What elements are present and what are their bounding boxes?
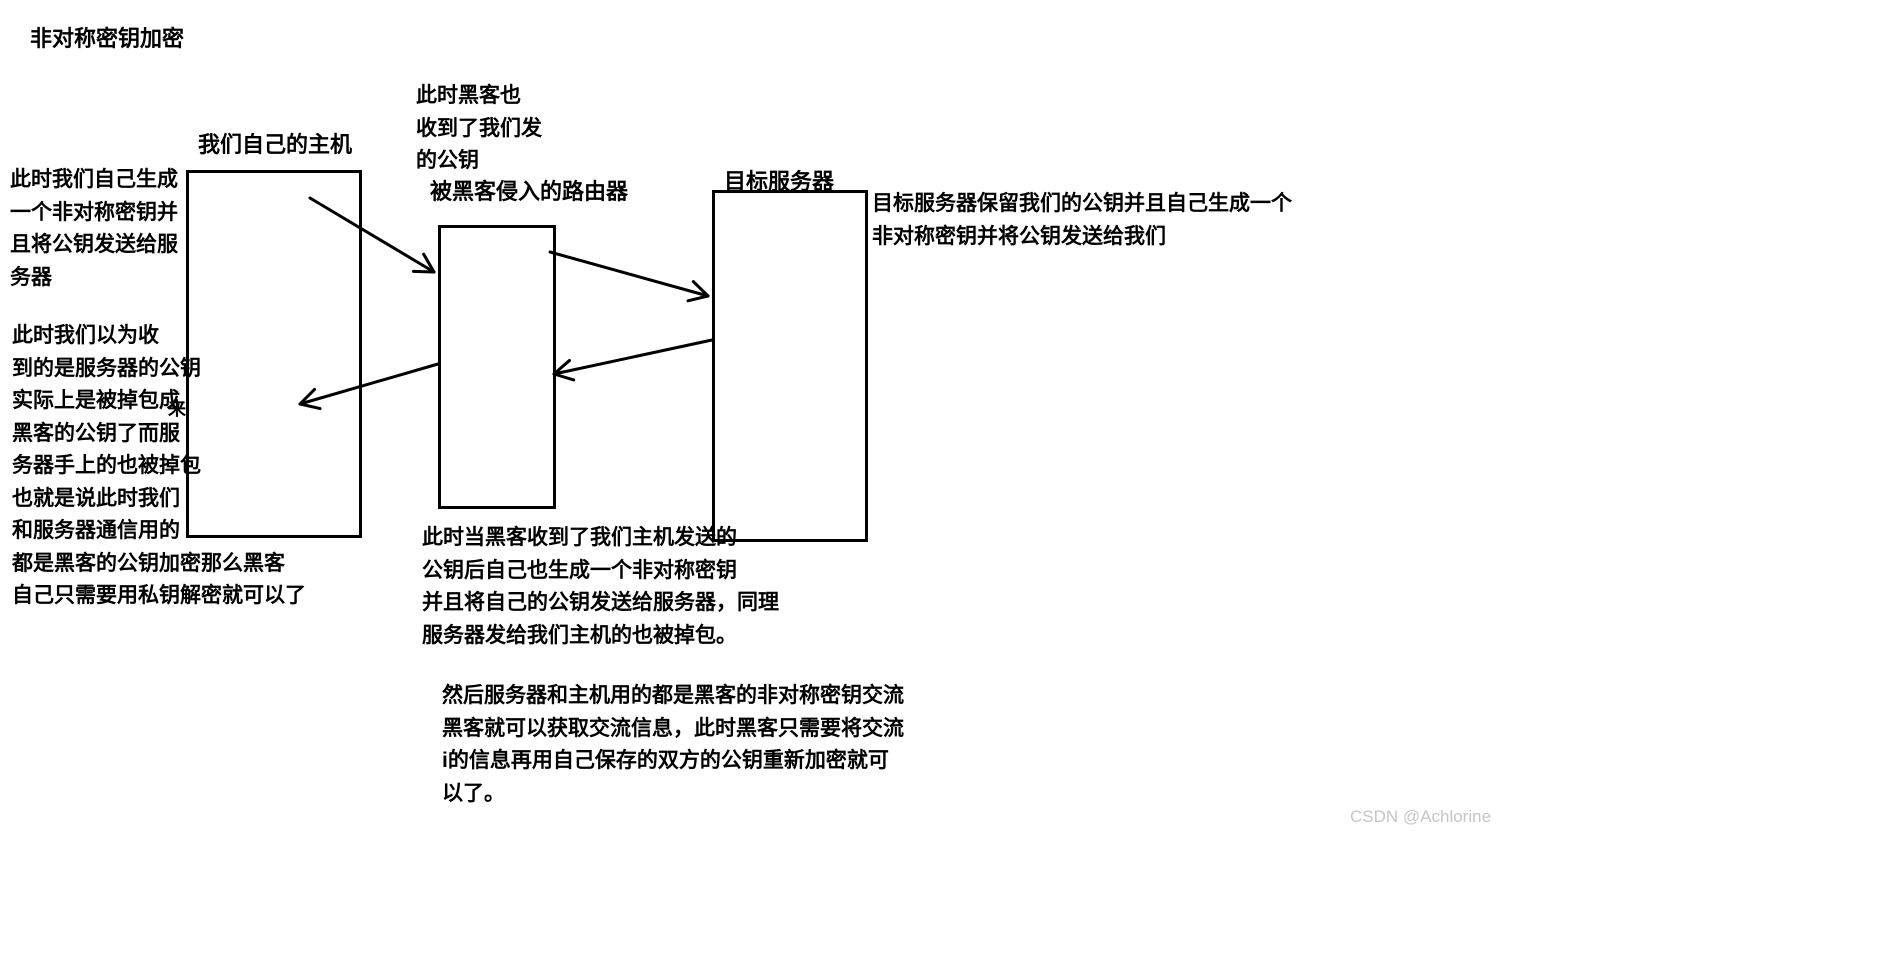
annotation-stray-char: 来 [168,396,186,424]
annotation-left-bottom: 此时我们以为收 到的是服务器的公钥 实际上是被掉包成 黑客的公钥了而服 务器手上… [12,320,306,613]
watermark: CSDN @Achlorine [1350,804,1491,830]
diagram-title: 非对称密钥加密 [30,22,184,56]
router-box [438,225,556,509]
annotation-bottom-summary: 然后服务器和主机用的都是黑客的非对称密钥交流 黑客就可以获取交流信息，此时黑客只… [442,680,904,810]
annotation-hacker-receives: 此时黑客也 收到了我们发 的公钥 [416,80,542,178]
annotation-left-top: 此时我们自己生成 一个非对称密钥并 且将公钥发送给服 务器 [10,164,178,294]
annotation-router-below: 此时当黑客收到了我们主机发送的 公钥后自己也生成一个非对称密钥 并且将自己的公钥… [422,522,779,652]
diagram-canvas: 非对称密钥加密 我们自己的主机 被黑客侵入的路由器 目标服务器 此时黑客也 收到… [0,0,1884,969]
host-label: 我们自己的主机 [198,128,352,162]
annotation-server-right: 目标服务器保留我们的公钥并且自己生成一个 非对称密钥并将公钥发送给我们 [872,188,1292,253]
router-label: 被黑客侵入的路由器 [430,175,628,209]
server-box [712,190,868,542]
